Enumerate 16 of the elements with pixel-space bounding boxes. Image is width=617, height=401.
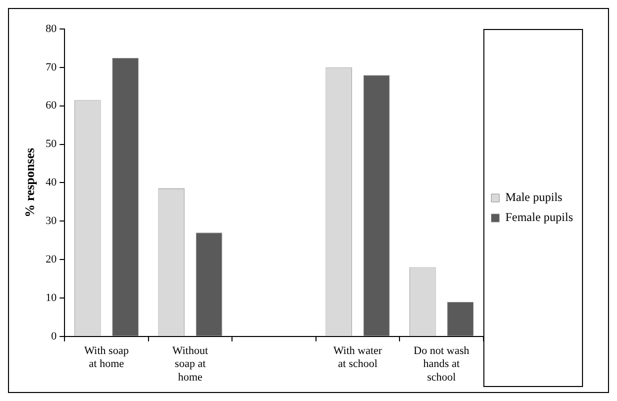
y-tick-label: 60 bbox=[46, 100, 58, 112]
y-tick-label: 20 bbox=[46, 253, 58, 266]
x-tick-label: With soap at home bbox=[84, 344, 130, 370]
legend-label: Male pupils bbox=[505, 190, 563, 204]
y-axis-title: % responses bbox=[22, 148, 38, 218]
x-tick-label: Do not wash hands at school bbox=[414, 344, 470, 384]
y-tick-label: 80 bbox=[46, 22, 58, 35]
x-tick-label: With water at school bbox=[333, 344, 382, 370]
y-tick-label: 30 bbox=[46, 215, 58, 228]
y-tick-label: 0 bbox=[51, 330, 58, 342]
y-tick-label: 70 bbox=[46, 61, 58, 74]
x-tick-label: Without soap at home bbox=[172, 344, 208, 384]
y-tick-label: 50 bbox=[46, 138, 58, 150]
y-tick-label: 40 bbox=[46, 176, 58, 189]
y-tick-label: 10 bbox=[46, 292, 58, 304]
legend-label: Female pupils bbox=[505, 210, 574, 224]
